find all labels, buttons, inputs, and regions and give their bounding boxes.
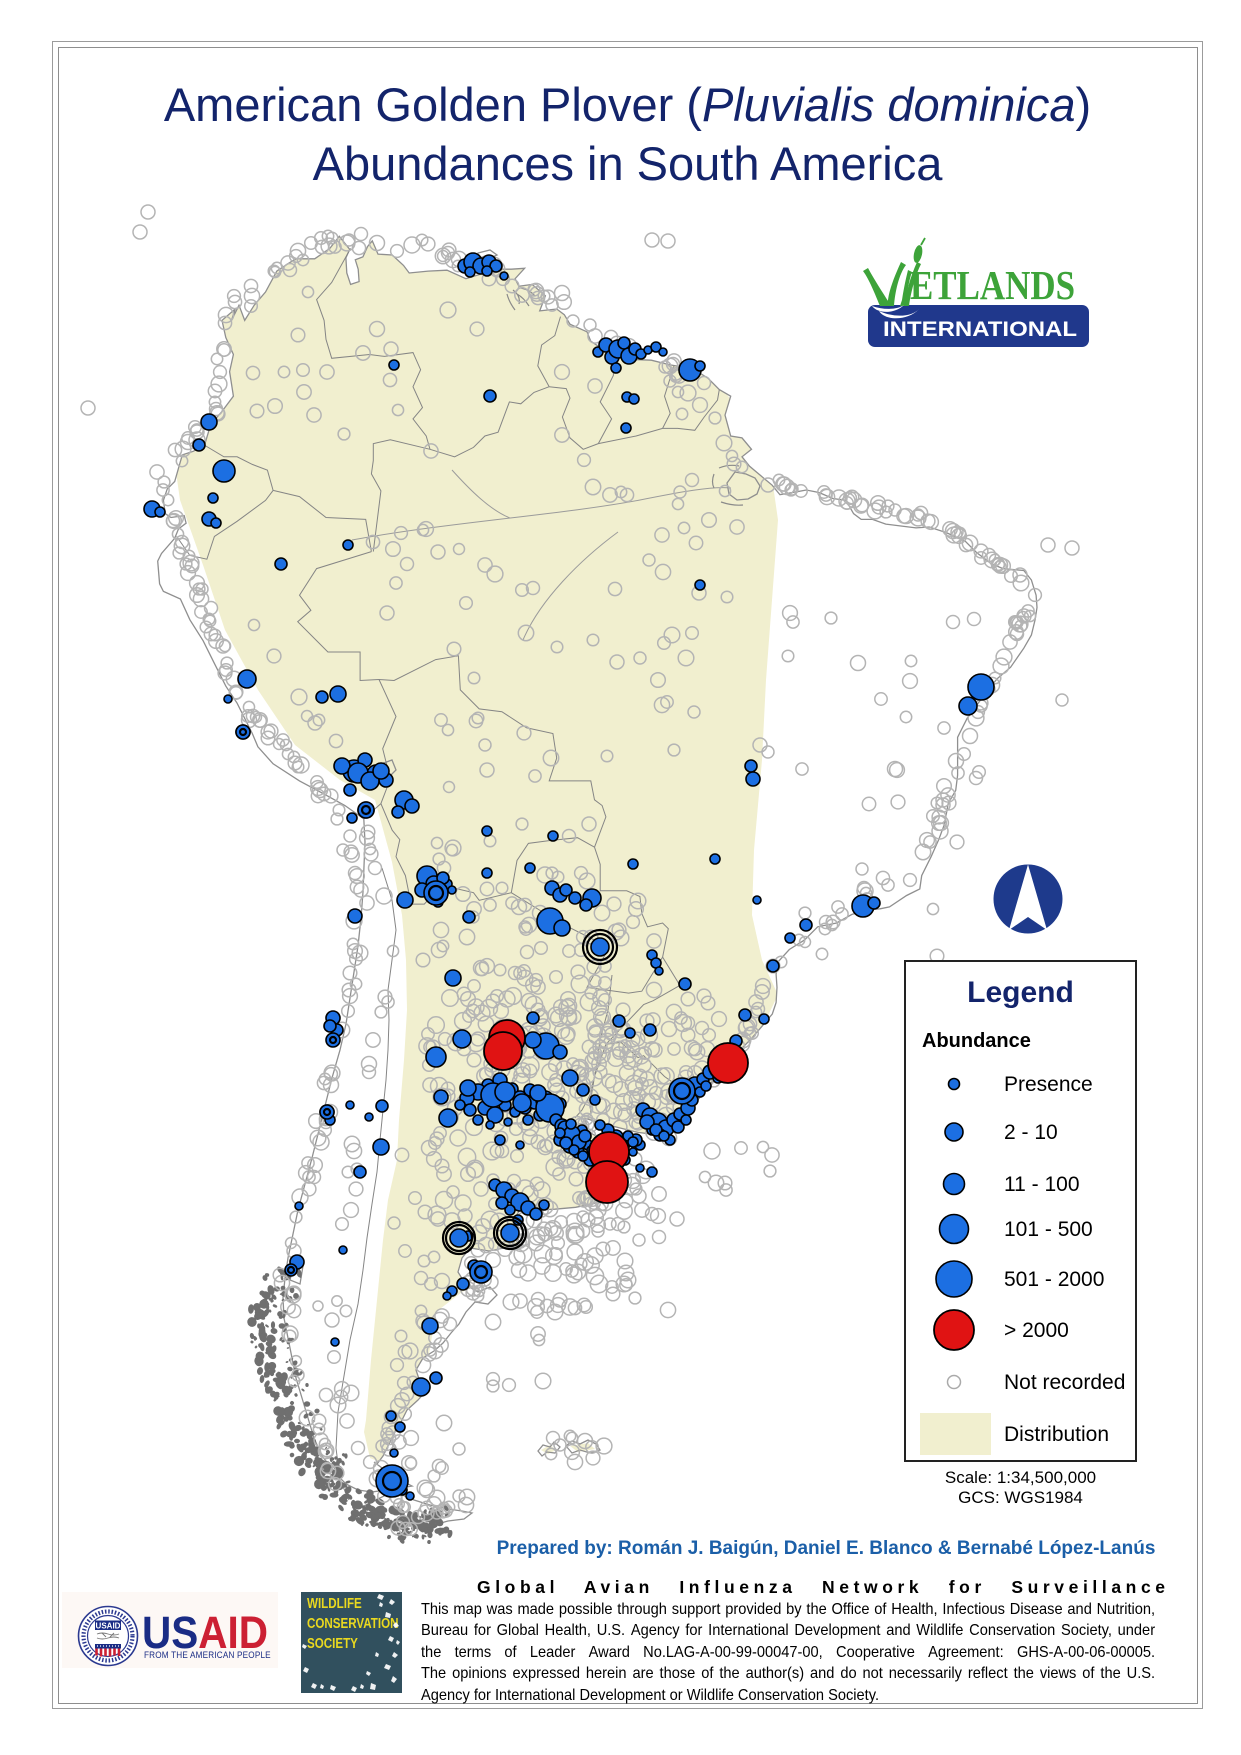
svg-text:USAID: USAID — [96, 1622, 121, 1631]
svg-text:INTERNATIONAL: INTERNATIONAL — [883, 318, 1077, 341]
svg-text:ETLANDS: ETLANDS — [910, 262, 1075, 308]
